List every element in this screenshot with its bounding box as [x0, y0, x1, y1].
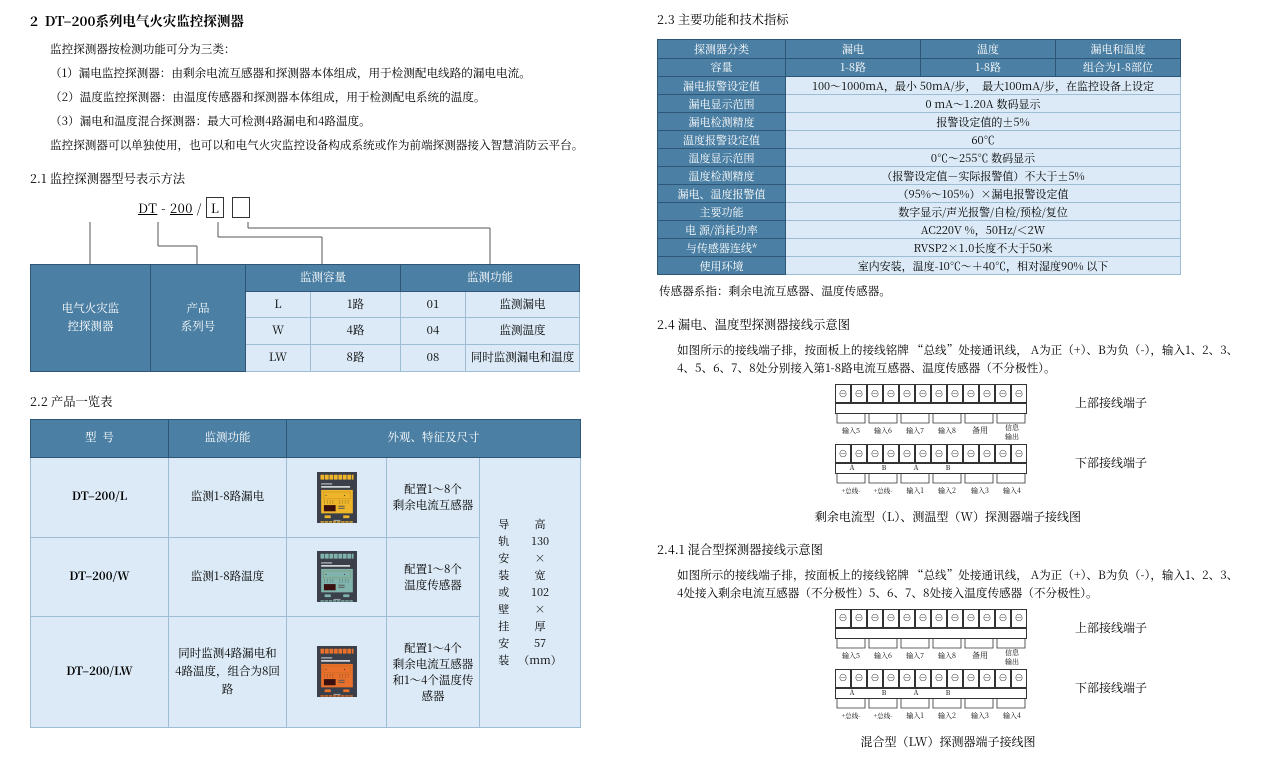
svg-text:输入4: 输入4 — [1003, 486, 1021, 496]
svg-text:输入7: 输入7 — [906, 651, 924, 661]
svg-text:备用: 备用 — [972, 650, 988, 661]
svg-text:输入1: 输入1 — [906, 486, 923, 496]
svg-text:输入2: 输入2 — [938, 711, 956, 721]
svg-text:+总线-: +总线- — [841, 711, 860, 720]
svg-text:+总线-: +总线- — [873, 711, 892, 720]
svg-text:输入6: 输入6 — [874, 651, 892, 661]
svg-text:备用: 备用 — [972, 425, 988, 436]
svg-text:输入7: 输入7 — [906, 426, 924, 436]
svg-text:输入5: 输入5 — [842, 651, 860, 661]
svg-text:输入2: 输入2 — [938, 486, 956, 496]
svg-text:输入8: 输入8 — [938, 426, 956, 436]
svg-text:输入8: 输入8 — [938, 651, 956, 661]
svg-text:输入6: 输入6 — [874, 426, 892, 436]
svg-text:输出: 输出 — [1005, 432, 1019, 442]
svg-text:输入1: 输入1 — [906, 711, 923, 721]
svg-text:输入5: 输入5 — [842, 426, 860, 436]
svg-text:输入4: 输入4 — [1003, 711, 1021, 721]
svg-text:输出: 输出 — [1005, 657, 1019, 667]
svg-text:+总线-: +总线- — [873, 486, 892, 495]
svg-text:+总线-: +总线- — [841, 486, 860, 495]
svg-text:输入3: 输入3 — [971, 486, 989, 496]
svg-text:输入3: 输入3 — [971, 711, 989, 721]
